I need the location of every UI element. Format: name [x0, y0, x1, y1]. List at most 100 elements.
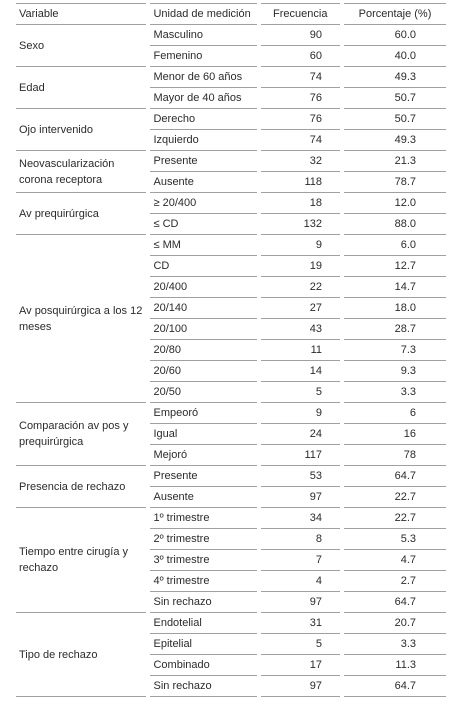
- frequency-cell: 43: [260, 319, 341, 340]
- frequency-cell: 17: [260, 655, 341, 676]
- table-row: Sin rechazo 97 64.7: [16, 592, 446, 613]
- frequency-cell: 24: [260, 424, 341, 445]
- percentage-cell: 60.0: [344, 25, 446, 46]
- frequency-cell: 132: [260, 214, 341, 235]
- unit-cell: ≤ CD: [150, 214, 257, 235]
- percentage-cell: 11.3: [344, 655, 446, 676]
- unit-cell: 1º trimestre: [150, 508, 257, 529]
- unit-cell: 20/50: [150, 382, 257, 403]
- unit-cell: 3º trimestre: [150, 550, 257, 571]
- table-row: Comparación av pos y prequirúrgica Empeor…: [16, 403, 446, 466]
- unit-cell: Femenino: [150, 46, 257, 67]
- page: Variable Unidad de medición Frecuencia P…: [0, 3, 455, 712]
- variable-cell: Presencia de rechazo: [16, 466, 147, 508]
- frequency-cell: 4: [260, 571, 341, 592]
- unit-cell: Ausente: [150, 487, 257, 508]
- table-row: Izquierdo 74 49.3: [16, 130, 446, 151]
- percentage-cell: 2.7: [344, 571, 446, 592]
- unit-cell: 20/400: [150, 277, 257, 298]
- table-row: 4º trimestre 4 2.7: [16, 571, 446, 592]
- variable-cell: Tiempo entre cirugía y rechazo: [16, 508, 147, 613]
- variable-cell: Comparación av pos y prequirúrgica: [16, 403, 147, 466]
- header-cell: Variable: [16, 3, 147, 25]
- percentage-cell: 49.3: [344, 67, 446, 88]
- header-cell: Porcentaje (%): [344, 3, 446, 25]
- frequency-cell: 118: [260, 172, 341, 193]
- table-row: Presencia de rechazo Presente 53 64.7: [16, 466, 446, 508]
- table-row: Edad Menor de 60 años 74 49.3: [16, 67, 446, 109]
- frequency-cell: 97: [260, 676, 341, 697]
- table-row: Tiempo entre cirugía y rechazo 1º trimest…: [16, 508, 446, 613]
- table-row: 3º trimestre 7 4.7: [16, 550, 446, 571]
- frequency-cell: 31: [260, 613, 341, 634]
- percentage-cell: 50.7: [344, 88, 446, 109]
- frequency-cell: 53: [260, 466, 341, 487]
- percentage-cell: 88.0: [344, 214, 446, 235]
- table-row: Sexo Masculino 90 60.0: [16, 25, 446, 67]
- percentage-cell: 64.7: [344, 466, 446, 487]
- table-row: 20/80 11 7.3: [16, 340, 446, 361]
- percentage-cell: 3.3: [344, 382, 446, 403]
- percentage-cell: 64.7: [344, 676, 446, 697]
- unit-cell: Derecho: [150, 109, 257, 130]
- table-row: 20/140 27 18.0: [16, 298, 446, 319]
- frequency-cell: 60: [260, 46, 341, 67]
- header-row: Variable Unidad de medición Frecuencia P…: [16, 3, 446, 25]
- frequency-cell: 76: [260, 88, 341, 109]
- unit-cell: Combinado: [150, 655, 257, 676]
- frequency-cell: 90: [260, 25, 341, 46]
- frequency-cell: 11: [260, 340, 341, 361]
- variable-cell: Tipo de rechazo: [16, 613, 147, 697]
- unit-cell: Endotelial: [150, 613, 257, 634]
- percentage-cell: 14.7: [344, 277, 446, 298]
- percentage-cell: 50.7: [344, 109, 446, 130]
- unit-cell: CD: [150, 256, 257, 277]
- table-row: Av prequirúrgica ≥ 20/400 18 12.0: [16, 193, 446, 235]
- percentage-cell: 64.7: [344, 592, 446, 613]
- percentage-cell: 7.3: [344, 340, 446, 361]
- frequency-cell: 27: [260, 298, 341, 319]
- frequency-cell: 7: [260, 550, 341, 571]
- frequency-cell: 9: [260, 403, 341, 424]
- frequency-cell: 18: [260, 193, 341, 214]
- frequency-cell: 14: [260, 361, 341, 382]
- percentage-cell: 4.7: [344, 550, 446, 571]
- table-row: Ausente 118 78.7: [16, 172, 446, 193]
- percentage-cell: 6: [344, 403, 446, 424]
- unit-cell: Sin rechazo: [150, 676, 257, 697]
- percentage-cell: 28.7: [344, 319, 446, 340]
- percentage-cell: 78.7: [344, 172, 446, 193]
- unit-cell: Mayor de 40 años: [150, 88, 257, 109]
- unit-cell: Sin rechazo: [150, 592, 257, 613]
- variable-cell: Av prequirúrgica: [16, 193, 147, 235]
- frequency-cell: 117: [260, 445, 341, 466]
- table-row: 2º trimestre 8 5.3: [16, 529, 446, 550]
- unit-cell: Igual: [150, 424, 257, 445]
- variable-cell: Neovascularización corona receptora: [16, 151, 147, 193]
- frequency-cell: 32: [260, 151, 341, 172]
- unit-cell: Presente: [150, 151, 257, 172]
- percentage-cell: 21.3: [344, 151, 446, 172]
- unit-cell: Empeoró: [150, 403, 257, 424]
- unit-cell: Presente: [150, 466, 257, 487]
- percentage-cell: 49.3: [344, 130, 446, 151]
- percentage-cell: 18.0: [344, 298, 446, 319]
- unit-cell: Mejoró: [150, 445, 257, 466]
- table-row: Epitelial 5 3.3: [16, 634, 446, 655]
- percentage-cell: 12.0: [344, 193, 446, 214]
- table-row: Ojo intervenido Derecho 76 50.7: [16, 109, 446, 151]
- unit-cell: Menor de 60 años: [150, 67, 257, 88]
- table-row: Ausente 97 22.7: [16, 487, 446, 508]
- frequency-cell: 8: [260, 529, 341, 550]
- percentage-cell: 22.7: [344, 487, 446, 508]
- unit-cell: Izquierdo: [150, 130, 257, 151]
- table-row: CD 19 12.7: [16, 256, 446, 277]
- variable-cell: Av posquirúrgica a los 12 meses: [16, 235, 147, 403]
- percentage-cell: 3.3: [344, 634, 446, 655]
- unit-cell: 20/80: [150, 340, 257, 361]
- data-table: Variable Unidad de medición Frecuencia P…: [12, 3, 450, 697]
- frequency-cell: 22: [260, 277, 341, 298]
- variable-cell: Sexo: [16, 25, 147, 67]
- table-row: 20/400 22 14.7: [16, 277, 446, 298]
- percentage-cell: 16: [344, 424, 446, 445]
